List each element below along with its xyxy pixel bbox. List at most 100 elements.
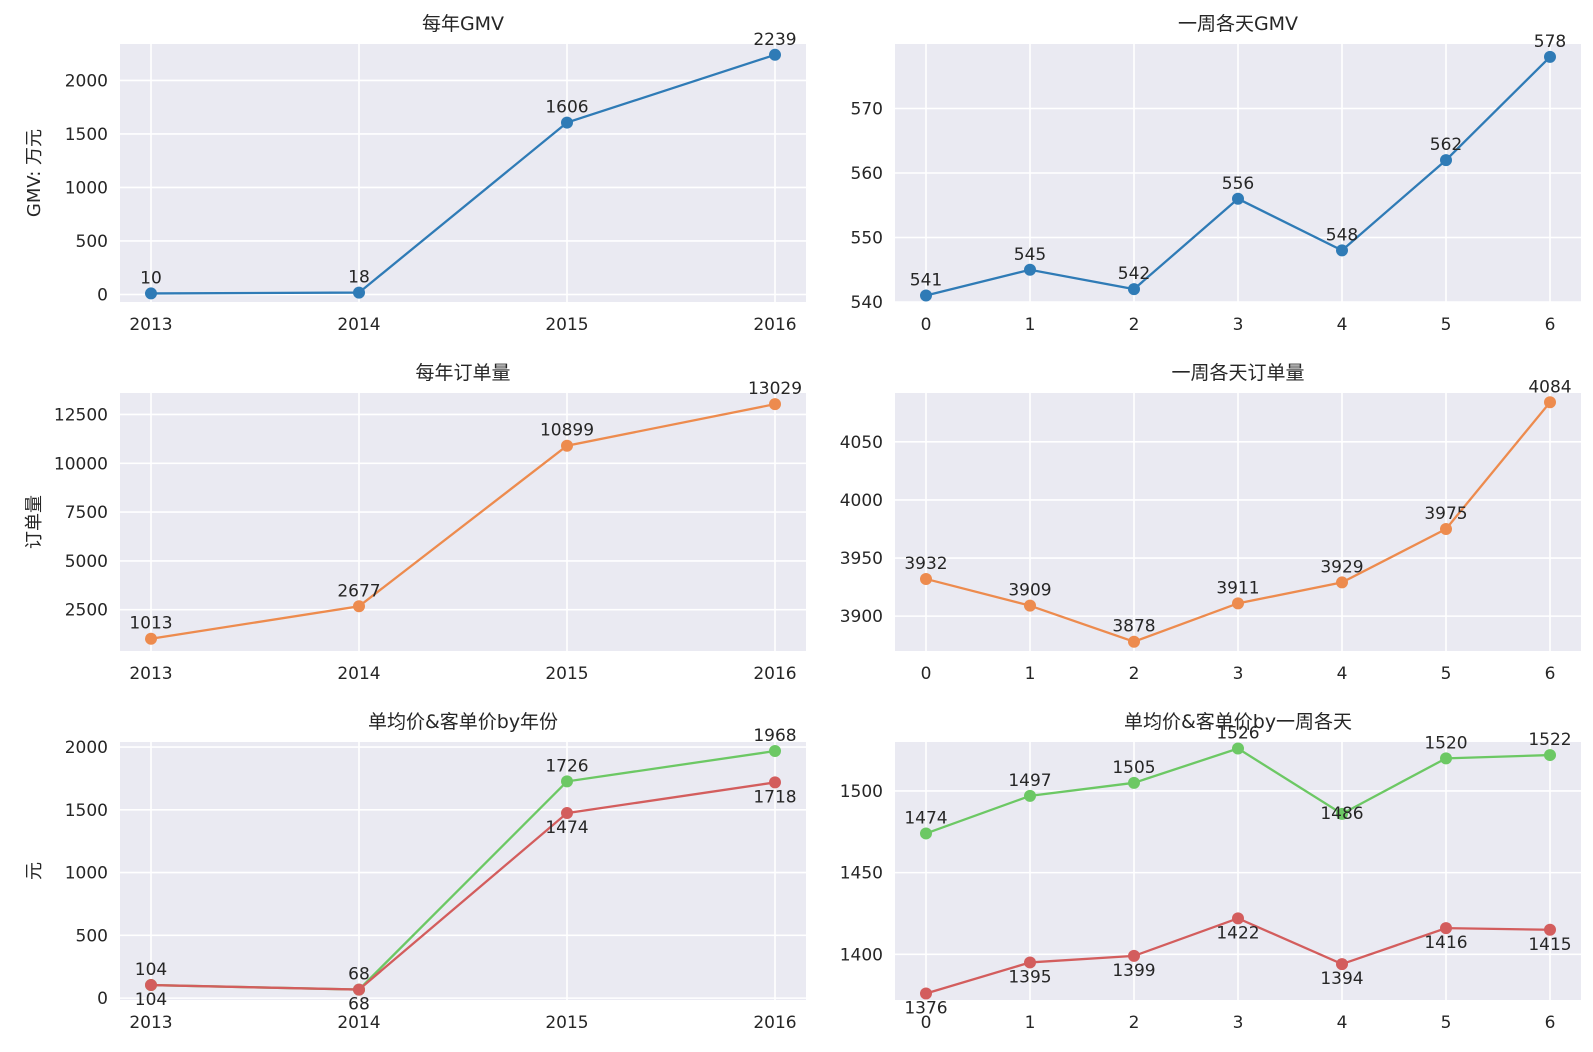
data-point (1440, 752, 1452, 765)
data-label: 1718 (753, 787, 796, 807)
y-tick-label: 5000 (65, 552, 108, 572)
data-label: 68 (348, 995, 370, 1015)
data-point (1336, 244, 1348, 257)
data-point (1232, 597, 1244, 610)
data-point (353, 983, 365, 996)
chart-title: 每年订单量 (415, 362, 510, 384)
x-tick-label: 4 (1337, 315, 1348, 335)
data-label: 1474 (904, 808, 947, 828)
x-tick-label: 2 (1129, 664, 1140, 684)
x-tick-label: 2013 (129, 664, 172, 684)
data-label: 3911 (1216, 578, 1259, 598)
x-tick-label: 5 (1441, 664, 1452, 684)
data-point (920, 572, 932, 585)
data-point (1544, 50, 1556, 63)
data-label: 104 (135, 990, 167, 1010)
chart-title: 一周各天GMV (1178, 13, 1298, 35)
y-tick-label: 1500 (65, 801, 108, 821)
x-tick-label: 3 (1233, 1013, 1244, 1033)
x-tick-label: 1 (1025, 664, 1036, 684)
y-tick-label: 1000 (65, 864, 108, 884)
data-point (1128, 635, 1140, 648)
data-point (353, 286, 365, 299)
x-tick-label: 2 (1129, 1013, 1140, 1033)
x-tick-label: 2014 (337, 315, 380, 335)
data-point (1232, 192, 1244, 205)
y-tick-label: 500 (76, 232, 108, 252)
y-tick-label: 0 (97, 989, 108, 1009)
data-label: 1399 (1112, 961, 1155, 981)
data-label: 1522 (1528, 730, 1571, 750)
data-point (1232, 912, 1244, 925)
data-label: 104 (135, 960, 167, 980)
data-label: 1415 (1528, 935, 1571, 955)
data-point (1232, 742, 1244, 755)
x-tick-label: 2016 (753, 664, 796, 684)
data-label: 556 (1222, 174, 1254, 194)
x-tick-label: 2014 (337, 664, 380, 684)
x-tick-label: 2016 (753, 1013, 796, 1033)
data-label: 545 (1014, 245, 1046, 265)
x-tick-label: 2015 (545, 315, 588, 335)
data-label: 10899 (540, 421, 594, 441)
data-point (561, 807, 573, 820)
data-label: 1486 (1320, 804, 1363, 824)
data-label: 1416 (1424, 933, 1467, 953)
data-point (145, 979, 157, 992)
data-point (769, 745, 781, 758)
x-tick-label: 3 (1233, 315, 1244, 335)
chart-panel-3: 3900 3950 4000 4050 0 1 2 3 4 5 6 一周各天订单量 3932 3909 38… (840, 362, 1581, 684)
data-point (1544, 923, 1556, 936)
data-label: 1968 (753, 726, 796, 746)
x-tick-label: 2013 (129, 1013, 172, 1033)
data-point (1024, 956, 1036, 969)
data-label: 1394 (1320, 969, 1363, 989)
y-tick-label: 540 (851, 293, 883, 313)
data-label: 18 (348, 268, 370, 288)
series-line (150, 781, 776, 991)
x-tick-label: 0 (921, 1013, 932, 1033)
data-point (1336, 958, 1348, 971)
x-tick-label: 5 (1441, 1013, 1452, 1033)
data-point (1440, 154, 1452, 167)
x-tick-label: 2014 (337, 1013, 380, 1033)
data-point (769, 48, 781, 61)
data-point (920, 987, 932, 1000)
data-point (769, 398, 781, 411)
data-label: 3929 (1320, 557, 1363, 577)
data-point (769, 776, 781, 789)
series-line (150, 403, 776, 640)
x-tick-label: 5 (1441, 315, 1452, 335)
data-label: 1422 (1216, 923, 1259, 943)
x-tick-label: 0 (921, 315, 932, 335)
data-label: 1395 (1008, 967, 1051, 987)
chart-panel-2: 2500 5000 7500 10000 12500 2013 2014 2015 2016 每年… (24, 362, 806, 684)
chart-title: 单均价&客单价by一周各天 (1124, 711, 1352, 733)
data-label: 3909 (1008, 581, 1051, 601)
y-tick-label: 2000 (65, 738, 108, 758)
y-tick-label: 0 (97, 286, 108, 306)
x-tick-label: 6 (1545, 1013, 1556, 1033)
x-tick-label: 6 (1545, 315, 1556, 335)
data-label: 562 (1430, 135, 1462, 155)
x-tick-label: 2 (1129, 315, 1140, 335)
y-axis-label: GMV: 万元 (24, 129, 45, 217)
y-axis-label: 订单量 (24, 495, 45, 549)
data-point (1544, 396, 1556, 409)
y-tick-label: 3900 (840, 607, 883, 627)
x-tick-label: 0 (921, 664, 932, 684)
data-label: 2677 (337, 581, 380, 601)
y-tick-label: 4050 (840, 433, 883, 453)
y-tick-label: 550 (851, 229, 883, 249)
y-axis-label: 元 (24, 862, 45, 880)
y-tick-label: 7500 (65, 503, 108, 523)
data-point (1024, 263, 1036, 276)
data-label: 1520 (1424, 733, 1467, 753)
data-label: 2239 (753, 30, 796, 50)
data-label: 1376 (904, 998, 947, 1018)
data-label: 13029 (748, 379, 802, 399)
data-label: 548 (1326, 225, 1358, 245)
chart-title: 一周各天订单量 (1171, 362, 1304, 384)
y-tick-label: 2500 (65, 601, 108, 621)
